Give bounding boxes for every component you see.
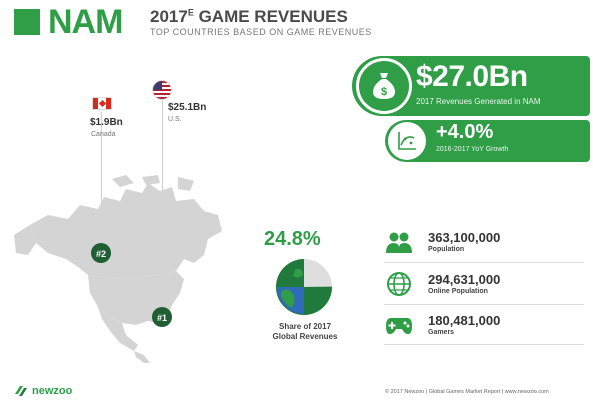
newzoo-logo-icon: [15, 386, 27, 396]
global-share-globe-icon: [276, 259, 332, 315]
money-bag-icon: $: [356, 58, 412, 114]
population-value: 363,100,000: [428, 230, 501, 245]
title-text: GAME REVENUES: [193, 7, 348, 26]
us-label: U.S.: [168, 116, 182, 123]
gamers-label: Gamers: [428, 329, 455, 336]
canada-flag-icon: [92, 97, 112, 110]
title-year: 2017: [150, 7, 188, 26]
global-share-label-line2: Global Revenues: [272, 332, 338, 341]
global-share-value: 24.8%: [264, 228, 321, 250]
page-subtitle: TOP COUNTRIES BASED ON GAME REVENUES: [150, 27, 372, 37]
us-revenue: $25.1Bn: [168, 102, 207, 113]
region-title: NAM: [14, 3, 123, 41]
total-revenue-label: 2017 Revenues Generated in NAM: [416, 97, 541, 106]
global-share-label-line1: Share of 2017: [278, 322, 332, 331]
region-name: NAM: [48, 3, 123, 41]
globe-icon: [384, 269, 414, 299]
us-flag-icon: [152, 80, 172, 100]
north-america-map: #2 #1: [14, 175, 222, 363]
svg-text:$: $: [381, 86, 387, 98]
stat-divider: [384, 304, 584, 305]
canada-rank-marker: #2: [96, 249, 106, 259]
online-population-value: 294,631,000: [428, 272, 501, 287]
online-population-label: Online Population: [428, 288, 488, 295]
footer-credit: © 2017 Newzoo | Global Games Market Repo…: [385, 389, 549, 395]
growth-value: +4.0%: [436, 121, 494, 143]
growth-label: 2016-2017 YoY Growth: [436, 146, 509, 153]
title-accent-bar: [14, 9, 40, 35]
page-title: 2017E GAME REVENUES: [150, 7, 348, 27]
title-estimate-mark: E: [187, 7, 194, 18]
total-revenue-value: $27.0Bn: [416, 60, 528, 93]
people-icon: [384, 228, 414, 258]
brand-name: newzoo: [32, 385, 73, 397]
stat-divider: [384, 262, 584, 263]
newzoo-logo: newzoo: [14, 384, 72, 398]
gamepad-icon: [384, 311, 414, 341]
stat-divider: [384, 344, 584, 345]
population-label: Population: [428, 246, 465, 253]
global-share-label: Share of 2017 Global Revenues: [258, 322, 352, 342]
canada-revenue: $1.9Bn: [90, 117, 123, 128]
gamers-value: 180,481,000: [428, 313, 501, 328]
us-rank-marker: #1: [157, 313, 167, 323]
canada-label: Canada: [91, 131, 116, 138]
growth-chart-icon: [388, 122, 426, 160]
canada-pin-line: [101, 112, 102, 252]
